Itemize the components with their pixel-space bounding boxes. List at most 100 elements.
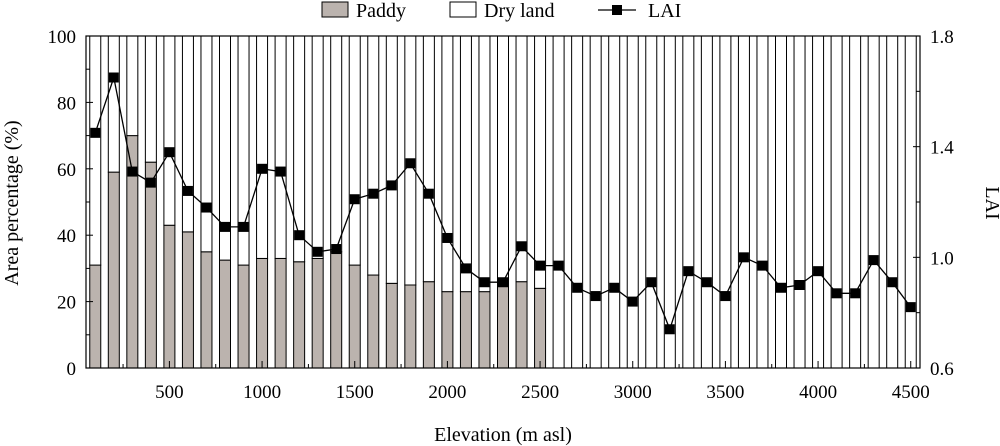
lai-point [331,244,342,255]
dry-land-bar [256,35,269,259]
dry-land-bar [293,35,306,263]
paddy-bar [144,161,157,369]
dry-land-bar [459,35,472,293]
lai-point [201,202,212,213]
lai-point [442,232,453,243]
lai-point [386,180,397,191]
dry-land-bar [904,35,917,369]
lai-point [90,127,101,138]
dry-land-bar [645,35,658,369]
paddy-bar [497,284,509,369]
lai-point [850,288,861,299]
dry-land-bar [589,35,602,369]
dry-land-bar [422,35,435,283]
legend: Paddy Dry land LAI [321,0,681,22]
x-tick-label: 4500 [892,382,930,403]
y-tick-label: 100 [48,27,77,48]
lai-point [368,188,379,199]
y-tick-label: 80 [57,93,76,114]
dry-land-bar [830,35,843,369]
dry-land-bar [849,35,862,369]
dry-land-bar [274,35,287,259]
paddy-bar [89,264,102,369]
lai-point [535,260,546,271]
lai-point [145,177,156,188]
dry-land-bar [181,35,194,233]
paddy-bar [330,251,343,369]
lai-point [257,163,268,174]
legend-lai-label: LAI [648,0,681,22]
lai-point [664,324,675,335]
lai-point [312,246,323,257]
paddy-bar [237,264,250,369]
x-tick-label: 3000 [614,382,652,403]
lai-point [831,288,842,299]
dry-land-bar [367,35,380,276]
dry-land-bar [348,35,361,266]
lai-point [627,296,638,307]
axes-layer: 0 20 40 60 80 100 0.6 1.0 1.4 1.8 500 1000 1500 2000 2… [48,27,955,403]
lai-point [701,277,712,288]
dry-land-bar [886,35,899,369]
x-axis-title: Elevation (m asl) [434,424,572,446]
x-tick-label: 500 [155,382,184,403]
dry-land-bar [478,35,491,293]
bars-layer [89,35,917,369]
paddy-bar [311,257,324,369]
lai-point [590,291,601,302]
paddy-bar [422,281,435,369]
dry-land-bar [608,35,621,369]
paddy-bar [441,291,454,369]
lai-line-layer [90,72,916,335]
paddy-bar [163,224,176,369]
lai-point [127,166,138,177]
dry-land-bar [385,35,398,284]
lai-point [238,221,249,232]
paddy-bar [478,291,491,369]
dry-land-bar [719,35,732,369]
dry-land-bar [775,35,787,369]
dry-land-bar [571,35,584,369]
legend-dry-land-swatch [449,1,477,18]
y-tick-label: 20 [57,293,76,314]
dry-land-bar [144,35,157,163]
lai-point [349,194,360,205]
lai-point [794,280,805,290]
lai-point [905,302,916,313]
y-axis-title: Area percentage (%) [1,120,23,285]
legend-lai-marker [612,5,622,15]
dry-land-bar [552,35,565,369]
lai-point [164,147,175,158]
lai-point [887,277,898,288]
legend-paddy-label: Paddy [356,0,406,22]
x-tick-label: 3500 [706,382,744,403]
lai-point [757,260,768,271]
dry-land-bar [793,35,806,369]
lai-point [868,255,879,266]
lai-point [720,291,731,302]
y-tick-label: 0 [67,359,77,380]
y2-tick-label: 0.6 [930,359,954,380]
paddy-bar [107,171,120,369]
lai-point [553,260,564,271]
lai-point [609,282,620,293]
dry-land-bar [200,35,213,253]
lai-point [572,282,583,293]
paddy-bar [256,257,269,369]
y-tick-label: 40 [57,226,76,247]
dry-land-bar [330,35,343,253]
lai-point [460,263,471,274]
dry-land-bar [441,35,454,293]
lai-point [275,166,286,177]
paddy-bar [200,251,213,369]
paddy-bar [404,284,417,369]
x-tick-label: 1500 [336,382,374,403]
dry-land-bar [812,35,825,369]
x-tick-label: 4000 [799,382,837,403]
paddy-bar [515,281,528,369]
dry-land-bar [737,35,750,369]
paddy-bar [293,261,306,369]
paddy-bar [219,259,231,369]
paddy-bar [367,274,380,369]
